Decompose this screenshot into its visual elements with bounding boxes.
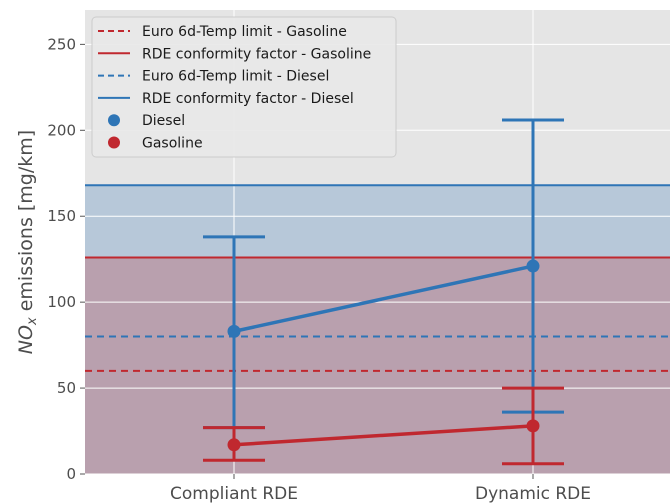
conformity-band xyxy=(85,257,670,474)
legend-label: RDE conformity factor - Diesel xyxy=(142,91,354,107)
conformity-band xyxy=(85,185,670,475)
legend-box xyxy=(91,16,397,158)
legend-label: Diesel xyxy=(142,113,185,129)
y-axis-label-rest: emissions [mg/km] xyxy=(15,130,37,318)
legend-label: Gasoline xyxy=(142,136,203,152)
y-axis-label-main: NO xyxy=(15,325,37,354)
y-tick-label: 0 xyxy=(66,465,76,483)
legend-label: Euro 6d-Temp limit - Gasoline xyxy=(142,24,347,40)
legend-label: Euro 6d-Temp limit - Diesel xyxy=(142,69,329,85)
y-tick-label: 50 xyxy=(57,379,76,397)
y-axis-label-subscript: x xyxy=(25,317,40,326)
legend-label: RDE conformity factor - Gasoline xyxy=(142,46,371,62)
legend-marker xyxy=(108,114,120,127)
x-tick-label: Compliant RDE xyxy=(170,484,298,504)
data-point xyxy=(227,438,241,452)
series-line xyxy=(233,264,534,334)
y-tick-label: 100 xyxy=(47,293,76,311)
y-axis-label: NOx emissions [mg/km] xyxy=(15,130,40,354)
x-tick-label: Dynamic RDE xyxy=(475,484,591,504)
data-point xyxy=(227,324,241,338)
series-line xyxy=(233,424,534,447)
data-point xyxy=(526,419,540,433)
y-tick-label: 250 xyxy=(47,35,76,53)
data-point xyxy=(526,259,540,273)
legend-marker xyxy=(108,136,120,149)
y-tick-label: 150 xyxy=(47,207,76,225)
legend: Euro 6d-Temp limit - Gasoline RDE conform… xyxy=(91,16,397,158)
y-tick-label: 200 xyxy=(47,121,76,139)
